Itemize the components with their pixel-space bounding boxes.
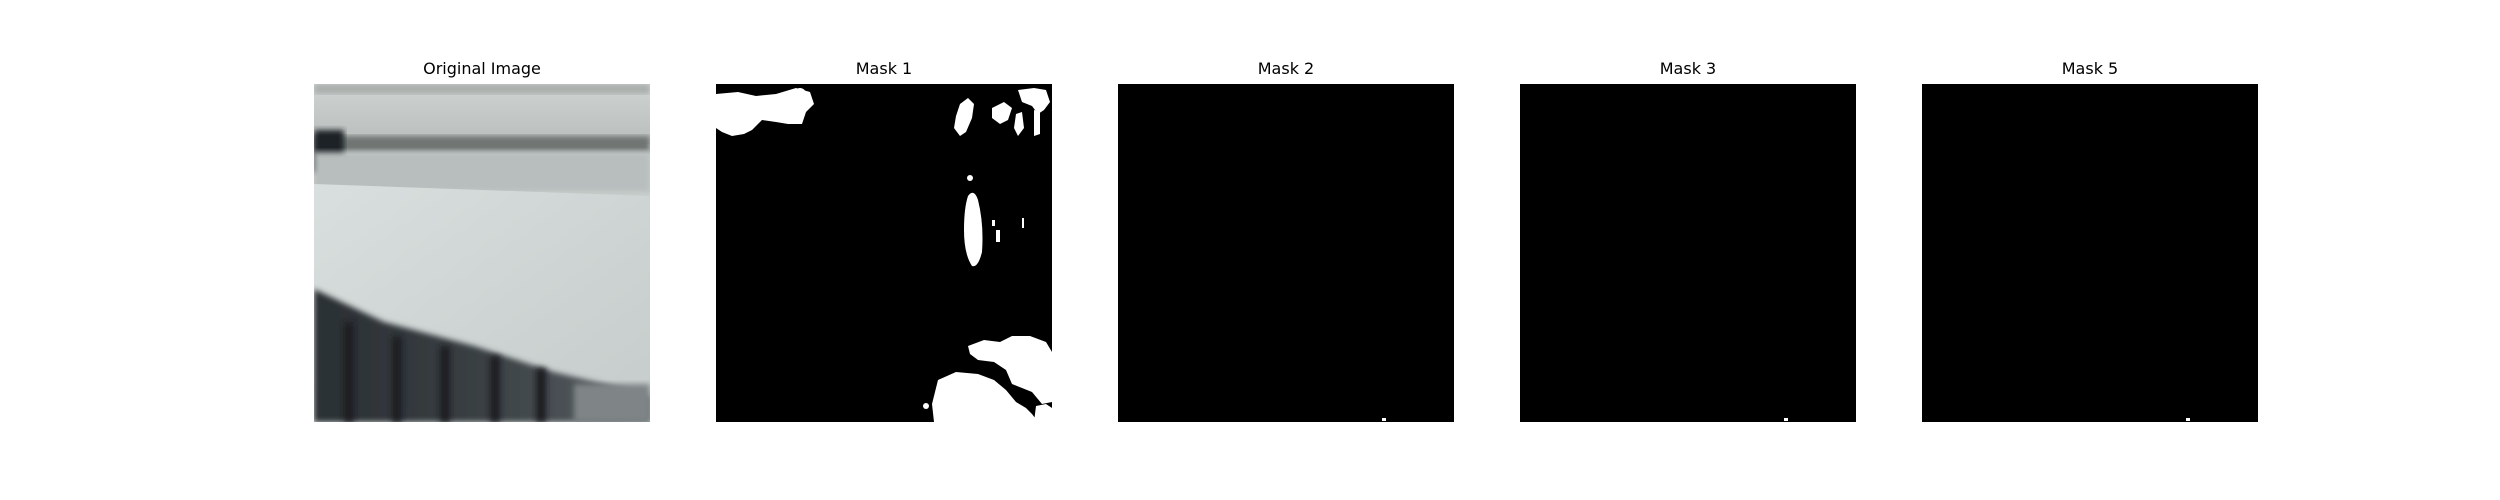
- panel-mask-5: Mask 5: [1922, 0, 2258, 500]
- original-image: [314, 84, 650, 422]
- panel-mask-3: Mask 3: [1520, 0, 1856, 500]
- mask-3-image: [1520, 84, 1856, 422]
- panel-mask-1: Mask 1: [716, 0, 1052, 500]
- panel-mask-2: Mask 2: [1118, 0, 1454, 500]
- panel-title: Original Image: [314, 60, 650, 78]
- panel-title: Mask 5: [1922, 60, 2258, 78]
- panel-title: Mask 1: [716, 60, 1052, 78]
- panel-title: Mask 2: [1118, 60, 1454, 78]
- mask-1-image: [716, 84, 1052, 422]
- panel-original-image: Original Image: [314, 0, 650, 500]
- panel-title: Mask 3: [1520, 60, 1856, 78]
- mask-2-image: [1118, 84, 1454, 422]
- mask-5-image: [1922, 84, 2258, 422]
